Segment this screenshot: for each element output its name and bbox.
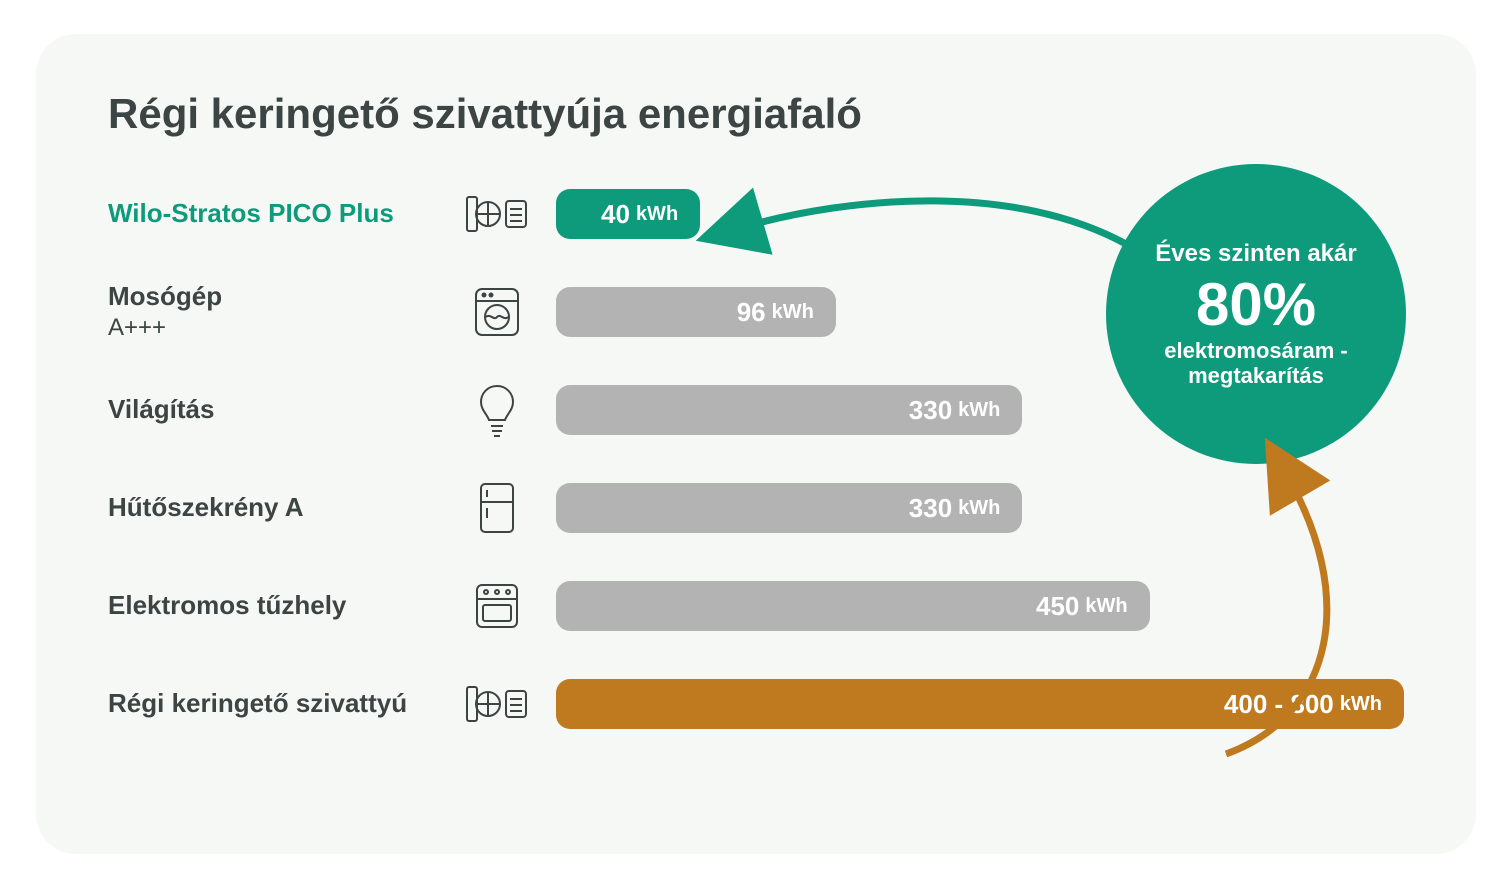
bar-value: 400 - 800 — [1224, 689, 1334, 720]
row-label-wrap: Wilo-Stratos PICO Plus — [108, 199, 438, 229]
row-label-wrap: Elektromos tűzhely — [108, 591, 438, 621]
bar: 96 kWh — [556, 287, 836, 337]
row-label: Hűtőszekrény A — [108, 493, 438, 523]
bar-track: 450 kWh — [556, 581, 1404, 631]
washer-icon — [462, 284, 532, 340]
fridge-icon — [462, 480, 532, 536]
bar-track: 400 - 800 kWh — [556, 679, 1404, 729]
savings-badge: Éves szinten akár 80% elektromosáram - m… — [1106, 164, 1406, 464]
row-sublabel: A+++ — [108, 314, 438, 342]
bar-value: 330 — [909, 395, 952, 426]
bar-unit: kWh — [772, 301, 814, 324]
row-label-wrap: MosógépA+++ — [108, 282, 438, 342]
row-label: Elektromos tűzhely — [108, 591, 438, 621]
row-label-wrap: Régi keringető szivattyú — [108, 689, 438, 719]
bar-unit: kWh — [636, 203, 678, 226]
row-label: Wilo-Stratos PICO Plus — [108, 199, 438, 229]
bulb-icon — [462, 382, 532, 438]
chart-row: Régi keringető szivattyú 400 - 800 kWh — [108, 672, 1404, 736]
chart-title: Régi keringető szivattyúja energiafaló — [108, 90, 1404, 138]
row-label-wrap: Hűtőszekrény A — [108, 493, 438, 523]
pump-icon — [462, 676, 532, 732]
bar-value: 450 — [1036, 591, 1079, 622]
bar: 400 - 800 kWh — [556, 679, 1404, 729]
row-label: Világítás — [108, 395, 438, 425]
bar-value: 40 — [601, 199, 630, 230]
bar-unit: kWh — [958, 399, 1000, 422]
stove-icon — [462, 578, 532, 634]
pump-icon — [462, 186, 532, 242]
bar: 330 kWh — [556, 385, 1022, 435]
row-label-wrap: Világítás — [108, 395, 438, 425]
row-label: Mosógép — [108, 282, 438, 312]
bar: 330 kWh — [556, 483, 1022, 533]
chart-row: Hűtőszekrény A 330 kWh — [108, 476, 1404, 540]
bar-unit: kWh — [1085, 595, 1127, 618]
bar-value: 96 — [737, 297, 766, 328]
bar-value: 330 — [909, 493, 952, 524]
badge-percent: 80% — [1196, 273, 1316, 336]
bar-unit: kWh — [1340, 693, 1382, 716]
row-label: Régi keringető szivattyú — [108, 689, 438, 719]
badge-line1: Éves szinten akár — [1155, 240, 1356, 269]
badge-line2: elektromosáram - megtakarítás — [1126, 338, 1386, 389]
bar: 450 kWh — [556, 581, 1150, 631]
bar-unit: kWh — [958, 497, 1000, 520]
bar-track: 330 kWh — [556, 483, 1404, 533]
energy-chart-card: Régi keringető szivattyúja energiafaló W… — [36, 34, 1476, 854]
chart-row: Elektromos tűzhely 450 kWh — [108, 574, 1404, 638]
bar: 40 kWh — [556, 189, 700, 239]
